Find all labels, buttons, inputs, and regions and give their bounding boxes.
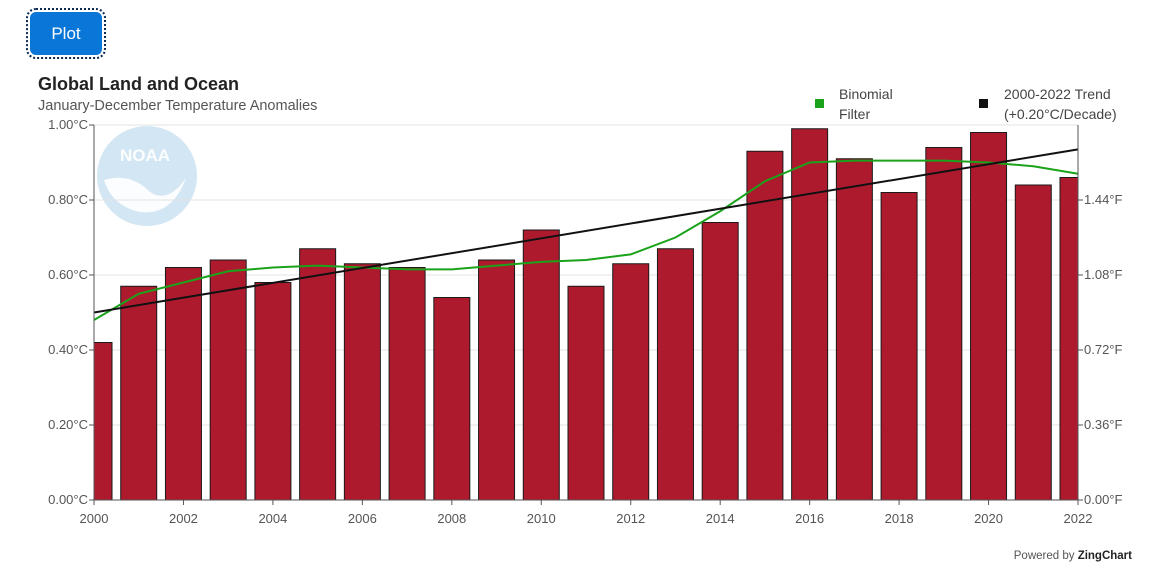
bar <box>746 150 784 501</box>
chart-title: Global Land and Ocean <box>38 74 240 94</box>
trend-line <box>93 148 1079 314</box>
bar <box>433 297 471 501</box>
bar <box>388 267 426 501</box>
noaa-logo-text: NOAA <box>120 146 170 165</box>
bar <box>120 285 158 501</box>
bar <box>1059 177 1079 501</box>
bar <box>93 342 113 501</box>
x-tick-label: 2006 <box>348 511 377 526</box>
bar <box>478 259 516 501</box>
x-tick-label: 2004 <box>258 511 287 526</box>
y-right-tick-label: 1.44°F <box>1084 192 1123 207</box>
bar <box>925 147 963 501</box>
x-tick-label: 2020 <box>974 511 1003 526</box>
legend-label-trend-line2: (+0.20°C/Decade) <box>1004 106 1117 122</box>
x-tick-label: 2022 <box>1064 511 1093 526</box>
bar <box>701 222 739 501</box>
bar <box>791 128 829 501</box>
legend-swatch-binomial-filter <box>815 99 824 108</box>
powered-by: Powered by ZingChart <box>1014 550 1132 562</box>
bar <box>835 158 873 501</box>
bar <box>299 248 337 501</box>
bar <box>612 263 650 501</box>
bar <box>1014 184 1052 501</box>
y-left-tick-label: 1.00°C <box>48 117 88 132</box>
bar <box>567 285 605 501</box>
powered-brand[interactable]: ZingChart <box>1077 550 1132 562</box>
y-left-tick-label: 0.40°C <box>48 342 88 357</box>
bar <box>970 132 1008 501</box>
bars <box>93 128 1079 501</box>
bar <box>209 259 247 501</box>
bar <box>254 282 292 501</box>
y-left-tick-label: 0.00°C <box>48 492 88 507</box>
binomial-filter-line <box>93 159 1079 321</box>
legend-label-trend-line1: 2000-2022 Trend <box>1004 86 1111 102</box>
y-right-tick-label: 1.08°F <box>1084 267 1123 282</box>
y-left-tick-label: 0.60°C <box>48 267 88 282</box>
x-tick-label: 2012 <box>616 511 645 526</box>
bar <box>522 229 560 501</box>
y-left-tick-label: 0.20°C <box>48 417 88 432</box>
x-tick-label: 2002 <box>169 511 198 526</box>
noaa-logo: NOAA <box>97 126 197 226</box>
legend-swatch-trend <box>979 99 988 108</box>
y-right-tick-label: 0.00°F <box>1084 492 1123 507</box>
x-tick-label: 2008 <box>437 511 466 526</box>
noaa-logo-bird <box>104 177 186 213</box>
series-lines <box>93 148 1079 321</box>
x-tick-label: 2010 <box>527 511 556 526</box>
y-right-tick-label: 0.72°F <box>1084 342 1123 357</box>
axes: 0.00°C 0.20°C 0.40°C 0.60°C 0.80°C 1.00°C 0.00… <box>48 117 1122 526</box>
plot-button[interactable]: Plot <box>26 8 106 59</box>
x-tick-label: 2014 <box>706 511 735 526</box>
bar <box>656 248 694 501</box>
bar <box>343 263 381 501</box>
x-tick-label: 2000 <box>80 511 109 526</box>
legend: Binomial Filter 2000-2022 Trend (+0.20°C/De… <box>815 86 1117 122</box>
chart-subtitle: January-December Temperature Anomalies <box>38 98 318 114</box>
legend-label-binomial-filter-line2: Filter <box>839 106 870 122</box>
bar <box>880 192 918 501</box>
x-tick-label: 2016 <box>795 511 824 526</box>
x-tick-label: 2018 <box>885 511 914 526</box>
y-right-tick-label: 0.36°F <box>1084 417 1123 432</box>
y-left-tick-label: 0.80°C <box>48 192 88 207</box>
legend-label-binomial-filter-line1: Binomial <box>839 86 893 102</box>
bar <box>164 267 202 501</box>
powered-prefix: Powered by <box>1013 550 1078 562</box>
